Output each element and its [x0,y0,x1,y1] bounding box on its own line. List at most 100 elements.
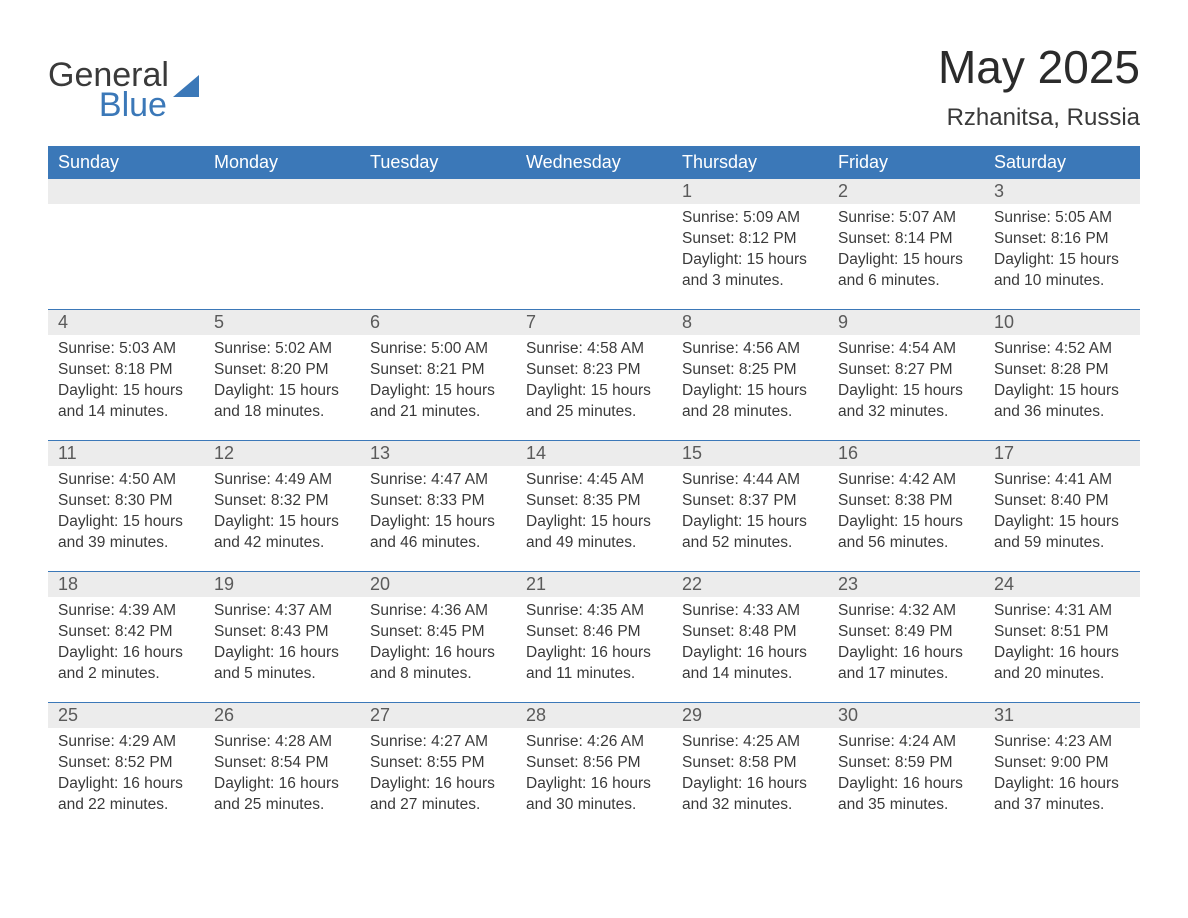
day-details: Sunrise: 4:35 AMSunset: 8:46 PMDaylight:… [516,597,672,693]
sunset-line: Sunset: 8:54 PM [214,753,350,774]
sunrise-line: Sunrise: 4:52 AM [994,339,1130,360]
weekday-header: Sunday [48,146,204,179]
day-details: Sunrise: 4:54 AMSunset: 8:27 PMDaylight:… [828,335,984,431]
daylight-line: Daylight: 16 hours and 35 minutes. [838,774,974,816]
sunrise-line: Sunrise: 4:28 AM [214,732,350,753]
day-number: 30 [828,703,984,728]
daylight-line: Daylight: 15 hours and 28 minutes. [682,381,818,423]
sunset-line: Sunset: 8:42 PM [58,622,194,643]
calendar-day: 23Sunrise: 4:32 AMSunset: 8:49 PMDayligh… [828,572,984,702]
day-details: Sunrise: 5:09 AMSunset: 8:12 PMDaylight:… [672,204,828,300]
sunrise-line: Sunrise: 4:42 AM [838,470,974,491]
day-number: 31 [984,703,1140,728]
sunset-line: Sunset: 8:40 PM [994,491,1130,512]
day-details: Sunrise: 4:58 AMSunset: 8:23 PMDaylight:… [516,335,672,431]
sunrise-line: Sunrise: 4:25 AM [682,732,818,753]
day-number: 18 [48,572,204,597]
sunset-line: Sunset: 8:28 PM [994,360,1130,381]
day-details: Sunrise: 5:00 AMSunset: 8:21 PMDaylight:… [360,335,516,431]
day-details [360,204,516,216]
sunrise-line: Sunrise: 4:23 AM [994,732,1130,753]
calendar-day [360,179,516,309]
day-details: Sunrise: 5:03 AMSunset: 8:18 PMDaylight:… [48,335,204,431]
day-number: 23 [828,572,984,597]
day-details: Sunrise: 4:56 AMSunset: 8:25 PMDaylight:… [672,335,828,431]
day-number: 25 [48,703,204,728]
day-details: Sunrise: 4:23 AMSunset: 9:00 PMDaylight:… [984,728,1140,824]
day-details: Sunrise: 4:28 AMSunset: 8:54 PMDaylight:… [204,728,360,824]
calendar-day: 4Sunrise: 5:03 AMSunset: 8:18 PMDaylight… [48,310,204,440]
day-number: 22 [672,572,828,597]
page-header: General Blue May 2025 Rzhanitsa, Russia [48,40,1140,140]
calendar-day: 21Sunrise: 4:35 AMSunset: 8:46 PMDayligh… [516,572,672,702]
day-details [516,204,672,216]
day-number [48,179,204,204]
calendar-day: 25Sunrise: 4:29 AMSunset: 8:52 PMDayligh… [48,703,204,833]
daylight-line: Daylight: 16 hours and 2 minutes. [58,643,194,685]
day-number: 29 [672,703,828,728]
calendar-day: 8Sunrise: 4:56 AMSunset: 8:25 PMDaylight… [672,310,828,440]
daylight-line: Daylight: 15 hours and 25 minutes. [526,381,662,423]
calendar-day: 2Sunrise: 5:07 AMSunset: 8:14 PMDaylight… [828,179,984,309]
daylight-line: Daylight: 16 hours and 11 minutes. [526,643,662,685]
day-number: 11 [48,441,204,466]
calendar-day: 29Sunrise: 4:25 AMSunset: 8:58 PMDayligh… [672,703,828,833]
day-details: Sunrise: 4:27 AMSunset: 8:55 PMDaylight:… [360,728,516,824]
day-details [48,204,204,216]
sunset-line: Sunset: 8:56 PM [526,753,662,774]
daylight-line: Daylight: 16 hours and 30 minutes. [526,774,662,816]
sunrise-line: Sunrise: 4:36 AM [370,601,506,622]
day-details: Sunrise: 4:39 AMSunset: 8:42 PMDaylight:… [48,597,204,693]
sunset-line: Sunset: 8:14 PM [838,229,974,250]
day-details: Sunrise: 4:49 AMSunset: 8:32 PMDaylight:… [204,466,360,562]
calendar-day: 14Sunrise: 4:45 AMSunset: 8:35 PMDayligh… [516,441,672,571]
day-details: Sunrise: 4:25 AMSunset: 8:58 PMDaylight:… [672,728,828,824]
sunset-line: Sunset: 8:30 PM [58,491,194,512]
sunset-line: Sunset: 8:20 PM [214,360,350,381]
calendar-week: 1Sunrise: 5:09 AMSunset: 8:12 PMDaylight… [48,179,1140,309]
calendar-week: 11Sunrise: 4:50 AMSunset: 8:30 PMDayligh… [48,440,1140,571]
daylight-line: Daylight: 16 hours and 32 minutes. [682,774,818,816]
day-number: 24 [984,572,1140,597]
calendar-day: 17Sunrise: 4:41 AMSunset: 8:40 PMDayligh… [984,441,1140,571]
daylight-line: Daylight: 16 hours and 22 minutes. [58,774,194,816]
day-details: Sunrise: 4:36 AMSunset: 8:45 PMDaylight:… [360,597,516,693]
day-details [204,204,360,216]
sunrise-line: Sunrise: 4:29 AM [58,732,194,753]
calendar-day: 9Sunrise: 4:54 AMSunset: 8:27 PMDaylight… [828,310,984,440]
day-number: 9 [828,310,984,335]
daylight-line: Daylight: 15 hours and 42 minutes. [214,512,350,554]
sunset-line: Sunset: 8:51 PM [994,622,1130,643]
day-number: 21 [516,572,672,597]
sunset-line: Sunset: 8:27 PM [838,360,974,381]
weekday-header: Monday [204,146,360,179]
daylight-line: Daylight: 15 hours and 21 minutes. [370,381,506,423]
day-number: 12 [204,441,360,466]
sunrise-line: Sunrise: 4:24 AM [838,732,974,753]
daylight-line: Daylight: 16 hours and 20 minutes. [994,643,1130,685]
day-number: 4 [48,310,204,335]
sunrise-line: Sunrise: 5:02 AM [214,339,350,360]
sunset-line: Sunset: 8:12 PM [682,229,818,250]
calendar-day: 3Sunrise: 5:05 AMSunset: 8:16 PMDaylight… [984,179,1140,309]
sunset-line: Sunset: 8:49 PM [838,622,974,643]
day-number: 2 [828,179,984,204]
day-number: 7 [516,310,672,335]
sunrise-line: Sunrise: 4:49 AM [214,470,350,491]
sunrise-line: Sunrise: 4:31 AM [994,601,1130,622]
sunset-line: Sunset: 8:55 PM [370,753,506,774]
day-details: Sunrise: 4:31 AMSunset: 8:51 PMDaylight:… [984,597,1140,693]
weekday-header: Saturday [984,146,1140,179]
daylight-line: Daylight: 15 hours and 59 minutes. [994,512,1130,554]
sunrise-line: Sunrise: 4:33 AM [682,601,818,622]
day-number: 20 [360,572,516,597]
calendar-day [204,179,360,309]
day-details: Sunrise: 4:33 AMSunset: 8:48 PMDaylight:… [672,597,828,693]
calendar-day: 30Sunrise: 4:24 AMSunset: 8:59 PMDayligh… [828,703,984,833]
sunrise-line: Sunrise: 4:47 AM [370,470,506,491]
day-details: Sunrise: 4:24 AMSunset: 8:59 PMDaylight:… [828,728,984,824]
calendar-day: 15Sunrise: 4:44 AMSunset: 8:37 PMDayligh… [672,441,828,571]
calendar-day: 31Sunrise: 4:23 AMSunset: 9:00 PMDayligh… [984,703,1140,833]
calendar-grid: SundayMondayTuesdayWednesdayThursdayFrid… [48,146,1140,833]
daylight-line: Daylight: 15 hours and 52 minutes. [682,512,818,554]
